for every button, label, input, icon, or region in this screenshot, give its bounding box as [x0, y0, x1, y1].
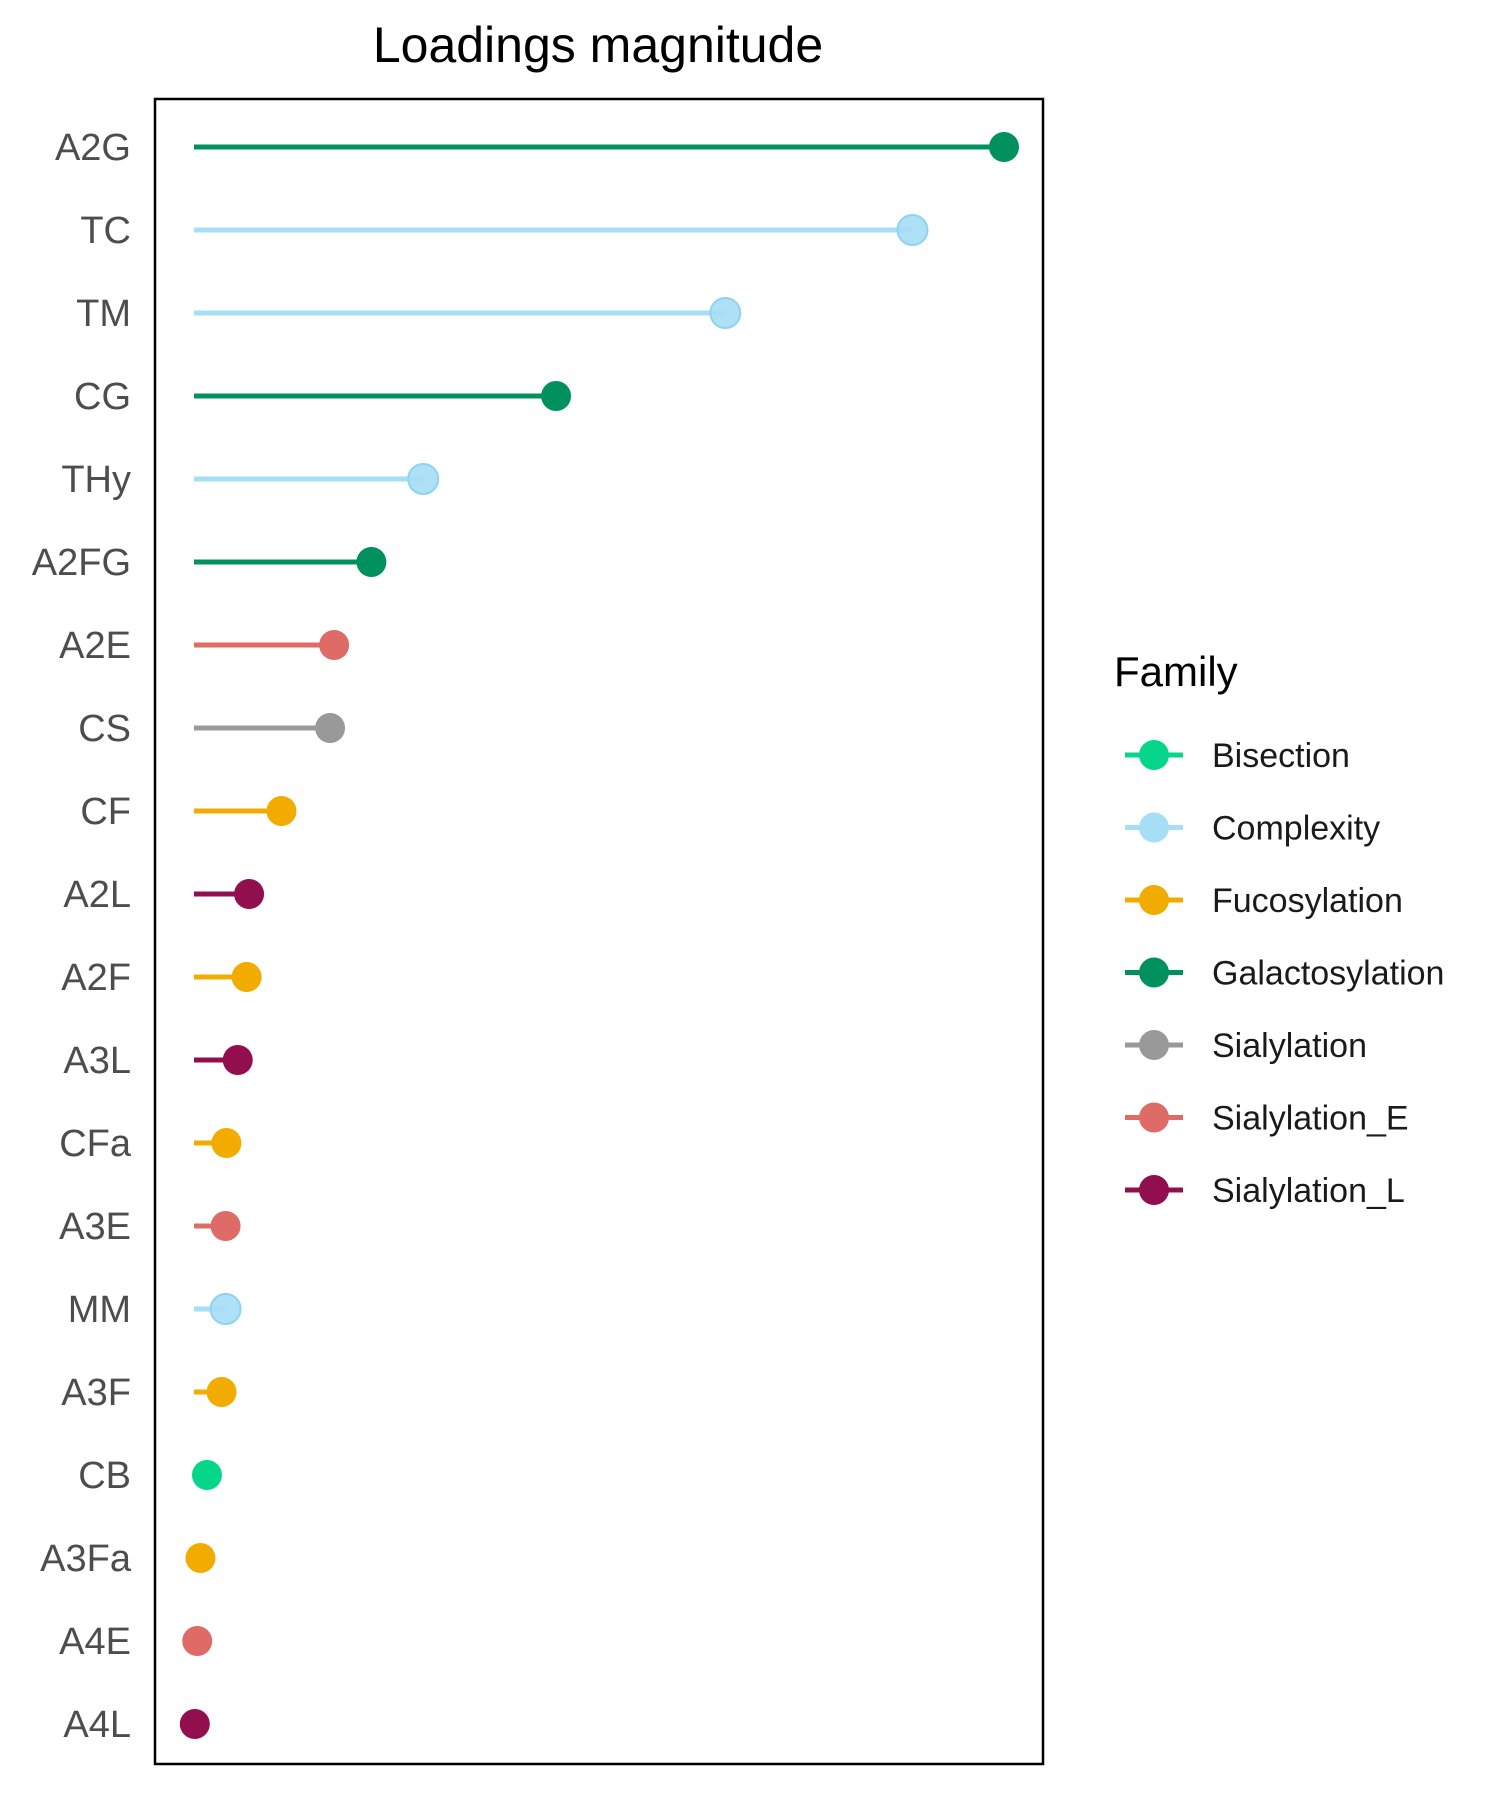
legend: Family Bisection Complexity Fucosylation Ga… — [1114, 648, 1444, 1210]
point-A2FG — [356, 547, 387, 577]
point-A2E — [319, 630, 350, 660]
legend-item-Galactosylation: Galactosylation — [1125, 955, 1444, 993]
legend-item-Sialylation_L: Sialylation_L — [1125, 1172, 1405, 1210]
point-TM — [709, 297, 742, 329]
point-A3Fa — [185, 1543, 216, 1573]
legend-key-point-Bisection — [1139, 740, 1169, 770]
point-THy — [407, 463, 440, 495]
legend-key-point-Sialylation — [1139, 1030, 1169, 1060]
legend-label-Fucosylation: Fucosylation — [1212, 882, 1403, 920]
y-tick-label-A2E: A2E — [59, 625, 131, 667]
legend-key-point-Galactosylation — [1139, 957, 1169, 988]
legend-item-Fucosylation: Fucosylation — [1125, 882, 1403, 920]
legend-label-Sialylation: Sialylation — [1212, 1027, 1367, 1065]
legend-item-Sialylation: Sialylation — [1125, 1027, 1367, 1065]
point-A4L — [179, 1709, 210, 1739]
legend-key-point-Sialylation_L — [1139, 1175, 1169, 1205]
y-tick-label-CS: CS — [78, 708, 131, 750]
points-layer — [179, 132, 1019, 1739]
stems-layer — [194, 144, 1004, 1727]
legend-label-Sialylation_E: Sialylation_E — [1212, 1100, 1409, 1138]
y-tick-label-A4E: A4E — [59, 1621, 131, 1663]
legend-key-point-Complexity — [1139, 812, 1169, 843]
point-CB — [191, 1460, 222, 1490]
y-tick-label-A4L: A4L — [63, 1704, 131, 1746]
legend-title: Family — [1114, 648, 1238, 695]
y-tick-label-A2G: A2G — [55, 127, 131, 169]
legend-label-Bisection: Bisection — [1212, 737, 1350, 775]
y-tick-label-CFa: CFa — [59, 1123, 132, 1165]
y-tick-label-MM: MM — [68, 1289, 131, 1331]
y-tick-label-A2L: A2L — [63, 874, 131, 916]
legend-item-Sialylation_E: Sialylation_E — [1125, 1100, 1409, 1138]
legend-key-point-Fucosylation — [1139, 885, 1169, 915]
legend-label-Sialylation_L: Sialylation_L — [1212, 1172, 1405, 1210]
legend-label-Complexity: Complexity — [1212, 810, 1380, 848]
point-A4E — [182, 1626, 213, 1656]
y-tick-label-THy: THy — [61, 459, 131, 501]
y-tick-label-CG: CG — [74, 376, 131, 418]
point-A2F — [231, 962, 262, 992]
point-A3F — [206, 1377, 237, 1407]
point-CG — [541, 381, 572, 411]
chart-title: Loadings magnitude — [373, 17, 823, 73]
y-tick-label-TM: TM — [76, 293, 131, 335]
point-CS — [315, 713, 346, 743]
point-CF — [266, 796, 297, 826]
legend-item-Bisection: Bisection — [1125, 737, 1350, 775]
legend-key-point-Sialylation_E — [1139, 1102, 1169, 1133]
y-tick-label-A3Fa: A3Fa — [40, 1538, 132, 1580]
y-tick-label-A3E: A3E — [59, 1206, 131, 1248]
point-A2L — [234, 879, 265, 909]
plot-panel-border — [153, 97, 1045, 1766]
legend-item-Complexity: Complexity — [1125, 810, 1380, 848]
y-tick-label-CB: CB — [78, 1455, 131, 1497]
y-tick-label-A3L: A3L — [63, 1040, 131, 1082]
point-MM — [209, 1293, 242, 1325]
point-A3E — [210, 1211, 241, 1241]
legend-items: Bisection Complexity Fucosylation Galactosy… — [1125, 737, 1444, 1210]
point-CFa — [211, 1128, 242, 1158]
point-A2G — [989, 132, 1019, 162]
y-tick-label-A2FG: A2FG — [32, 542, 131, 584]
y-tick-label-CF: CF — [80, 791, 131, 833]
point-A3L — [222, 1045, 253, 1075]
point-TC — [896, 214, 929, 246]
legend-label-Galactosylation: Galactosylation — [1212, 955, 1444, 993]
y-axis-tick-labels: A2G TC TM CG THy A2FG A2E CS CF A2L A2F A3L CFa A3E MM… — [32, 127, 132, 1746]
y-tick-label-A3F: A3F — [61, 1372, 131, 1414]
y-tick-label-A2F: A2F — [61, 957, 131, 999]
y-tick-label-TC: TC — [80, 210, 131, 252]
